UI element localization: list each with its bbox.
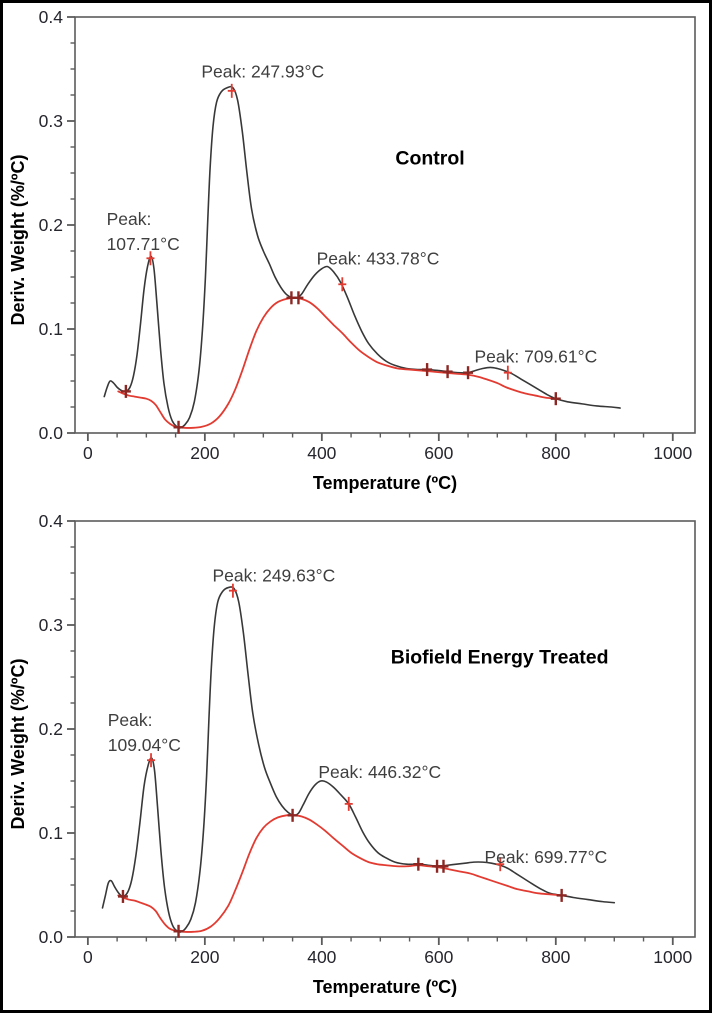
x-tick-label: 400 (307, 947, 336, 967)
y-axis-title: Deriv. Weight (%/ºC) (8, 155, 28, 326)
chart-title: Control (395, 148, 464, 170)
y-tick-label: 0.1 (39, 319, 63, 339)
annotations: Peak: 249.63°C Peak: 109.04°C Peak: 446.32°… (108, 565, 607, 867)
y-tick-label: 0.0 (39, 927, 64, 947)
x-tick-label: 1000 (653, 443, 692, 463)
y-tick-label: 0.1 (39, 823, 63, 843)
x-tick-label: 0 (83, 443, 93, 463)
dtg-curve-black (101, 586, 616, 933)
x-tick-label: 1000 (653, 947, 692, 967)
treated-chart: 0 200 400 600 800 1000 0.0 0.1 0.2 0.3 0.4 Temperat… (8, 511, 696, 997)
peak-annotation: Peak: 433.78°C (317, 249, 440, 269)
y-axis-title: Deriv. Weight (%/ºC) (8, 659, 28, 830)
y-tick-label: 0.2 (39, 215, 63, 235)
x-tick-label: 0 (83, 947, 93, 967)
y-tick-label: 0.4 (39, 7, 64, 27)
peak-annotation: Peak: 446.32°C (318, 762, 441, 782)
peak-annotation: Peak: 699.77°C (484, 847, 607, 867)
chart-title: Biofield Energy Treated (391, 646, 609, 668)
x-axis: 0 200 400 600 800 1000 (83, 433, 693, 463)
x-tick-label: 200 (190, 947, 219, 967)
y-tick-label: 0.3 (39, 615, 63, 635)
x-axis-title: Temperature (ºC) (313, 473, 457, 493)
peak-annotation: Peak: 249.63°C (212, 565, 335, 585)
x-tick-label: 800 (541, 947, 570, 967)
plot-box (74, 16, 696, 434)
annotations: Peak: 247.93°C Peak: 107.71°C Peak: 433.78°… (107, 61, 598, 366)
control-chart: 0 200 400 600 800 1000 0.0 0.1 0.2 0.3 0.4 Temperat… (8, 7, 696, 493)
peak-markers (120, 83, 561, 434)
dtg-curve-red (117, 814, 563, 933)
y-axis: 0.0 0.1 0.2 0.3 0.4 (39, 7, 75, 443)
treated-chart-panel: 0 200 400 600 800 1000 0.0 0.1 0.2 0.3 0.4 Temperat… (3, 507, 709, 1010)
x-tick-label: 800 (541, 443, 570, 463)
x-tick-label: 400 (307, 443, 336, 463)
peak-annotation: Peak: 709.61°C (475, 346, 598, 366)
x-axis-title: Temperature (ºC) (313, 977, 457, 997)
peak-annotation: Peak: 247.93°C (201, 61, 324, 81)
y-tick-label: 0.3 (39, 111, 63, 131)
peak-annotation: Peak: (108, 710, 153, 730)
dtg-curve-black (103, 85, 621, 429)
peak-annotation: Peak: (107, 209, 152, 229)
peak-markers (117, 583, 567, 938)
y-tick-label: 0.2 (39, 719, 63, 739)
x-tick-label: 600 (424, 947, 453, 967)
control-chart-panel: 0 200 400 600 800 1000 0.0 0.1 0.2 0.3 0.4 Temperat… (3, 3, 709, 506)
x-tick-label: 600 (424, 443, 453, 463)
y-axis: 0.0 0.1 0.2 0.3 0.4 (39, 511, 75, 947)
x-axis: 0 200 400 600 800 1000 (83, 937, 693, 967)
y-tick-label: 0.0 (39, 423, 64, 443)
x-tick-label: 200 (190, 443, 219, 463)
plot-box (74, 520, 696, 938)
y-tick-label: 0.4 (39, 511, 64, 531)
peak-annotation: 109.04°C (108, 735, 181, 755)
peak-annotation: 107.71°C (107, 234, 180, 254)
